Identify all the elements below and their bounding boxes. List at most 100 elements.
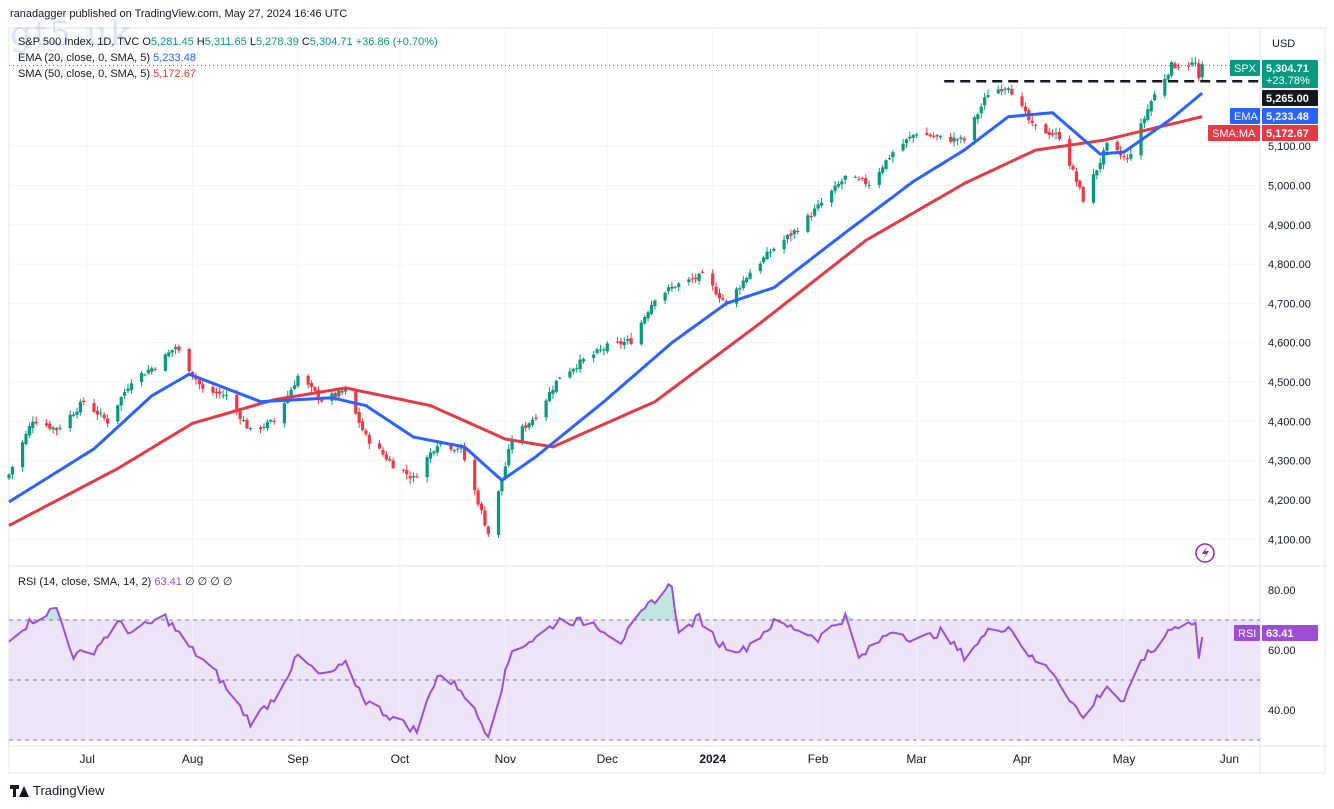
- ema-legend-label: EMA (20, close, 0, SMA, 5): [18, 52, 151, 64]
- ema-legend[interactable]: EMA (20, close, 0, SMA, 5) 5,233.48: [18, 52, 196, 64]
- candle-body: [296, 375, 300, 387]
- candle-body: [126, 388, 130, 392]
- candle-body: [367, 434, 371, 444]
- rsi-name-tag: RSI: [1238, 628, 1256, 640]
- candle-body: [758, 263, 762, 271]
- ohlc-open-label: O: [142, 36, 151, 48]
- candle-body: [962, 138, 966, 141]
- candle-body: [139, 373, 144, 382]
- candle-body: [979, 106, 983, 114]
- candle-body: [575, 368, 579, 370]
- candle-body: [843, 175, 847, 180]
- candle-body: [867, 185, 871, 187]
- candle-body: [105, 418, 110, 424]
- time-tick-label: Sep: [287, 752, 309, 766]
- candle-body: [177, 346, 181, 351]
- candle-body: [663, 292, 667, 301]
- ohlc-change: +36.86 (+0.70%): [355, 36, 438, 48]
- candle-body: [1071, 165, 1075, 170]
- sma-legend[interactable]: SMA (50, close, 0, SMA, 5) 5,172.67: [18, 68, 196, 80]
- rsi-tick-label: 80.00: [1268, 585, 1296, 597]
- candle-body: [510, 440, 514, 450]
- candle-body: [411, 475, 416, 478]
- candle-body: [432, 451, 436, 454]
- candle-body: [639, 322, 643, 345]
- candle-body: [435, 446, 439, 453]
- candle-body: [925, 132, 929, 135]
- candle-body: [952, 137, 956, 142]
- candle-body: [218, 391, 222, 394]
- candle-body: [853, 176, 858, 178]
- candle-body: [340, 390, 344, 393]
- level-value-tag-bg: [1262, 90, 1318, 106]
- candle-body: [1098, 162, 1102, 170]
- price-tick-label: 5,000.00: [1268, 180, 1311, 192]
- candle-body: [938, 135, 943, 137]
- candle-body: [1176, 66, 1181, 68]
- candle-body: [1125, 158, 1130, 160]
- time-tick-label: 2024: [699, 752, 726, 766]
- candle-body: [768, 252, 773, 254]
- rsi-name-tag-bg: [1234, 625, 1260, 641]
- candle-body: [391, 460, 395, 469]
- candle-body: [860, 177, 864, 179]
- candle-body: [864, 178, 868, 185]
- price-tick-label: 4,300.00: [1268, 456, 1311, 468]
- ohlc-close: 5,304.71: [309, 36, 353, 48]
- candle-body: [806, 215, 810, 232]
- lightning-icon[interactable]: [1195, 543, 1215, 563]
- candle-body: [1095, 170, 1099, 176]
- rsi-legend-extras: ∅ ∅ ∅ ∅: [184, 576, 233, 588]
- candle-body: [1044, 124, 1048, 134]
- price-tick-label: 4,600.00: [1268, 338, 1311, 350]
- candle-body: [99, 412, 103, 414]
- price-tick-label: 4,200.00: [1268, 495, 1311, 507]
- candle-body: [792, 230, 796, 235]
- candle-body: [343, 389, 348, 392]
- candle-body: [214, 391, 218, 394]
- candle-body: [1074, 171, 1079, 182]
- candle-body: [1081, 186, 1085, 202]
- candle-body: [384, 454, 388, 460]
- candle-body: [1030, 120, 1034, 124]
- time-tick-label: Aug: [182, 752, 203, 766]
- candle-body: [915, 134, 919, 136]
- candle-body: [473, 459, 477, 491]
- candle-body: [360, 421, 365, 430]
- candle-body: [439, 443, 443, 445]
- candle-body: [82, 400, 86, 403]
- candle-body: [904, 139, 909, 144]
- candle-body: [700, 271, 705, 273]
- candle-body: [129, 383, 133, 390]
- spx-value-tag: 5,304.71: [1266, 63, 1309, 75]
- moving-averages-layer: [8, 91, 1204, 527]
- rsi-axis: 40.00 60.00 80.00: [1268, 585, 1296, 717]
- candle-body: [1149, 101, 1153, 112]
- currency-label[interactable]: USD: [1272, 38, 1296, 50]
- symbol-legend[interactable]: S&P 500 Index, 1D, TVC O5,281.45 H5,311.…: [18, 36, 438, 48]
- candle-body: [819, 202, 824, 206]
- candle-body: [976, 114, 980, 120]
- candle-body: [78, 401, 82, 413]
- candle-body: [544, 400, 548, 418]
- candle-body: [1200, 64, 1204, 78]
- candle-body: [248, 427, 252, 429]
- rsi-legend[interactable]: RSI (14, close, SMA, 14, 2) 63.41 ∅ ∅ ∅ …: [18, 575, 232, 588]
- candle-body: [646, 312, 650, 319]
- ohlc-close-label: C: [301, 36, 310, 48]
- candle-body: [524, 425, 528, 428]
- candle-body: [401, 469, 405, 471]
- candle-body: [71, 414, 76, 416]
- candle-body: [629, 338, 633, 344]
- candle-body: [547, 392, 552, 401]
- candle-body: [748, 272, 752, 279]
- candle-body: [245, 419, 249, 429]
- candle-body: [10, 466, 14, 475]
- price-tick-label: 4,900.00: [1268, 220, 1311, 232]
- grid: [9, 28, 1260, 746]
- candle-body: [292, 385, 297, 389]
- candle-body: [405, 469, 409, 475]
- candle-body: [34, 421, 38, 424]
- time-tick-label: Jun: [1220, 752, 1239, 766]
- candle-body: [677, 283, 681, 287]
